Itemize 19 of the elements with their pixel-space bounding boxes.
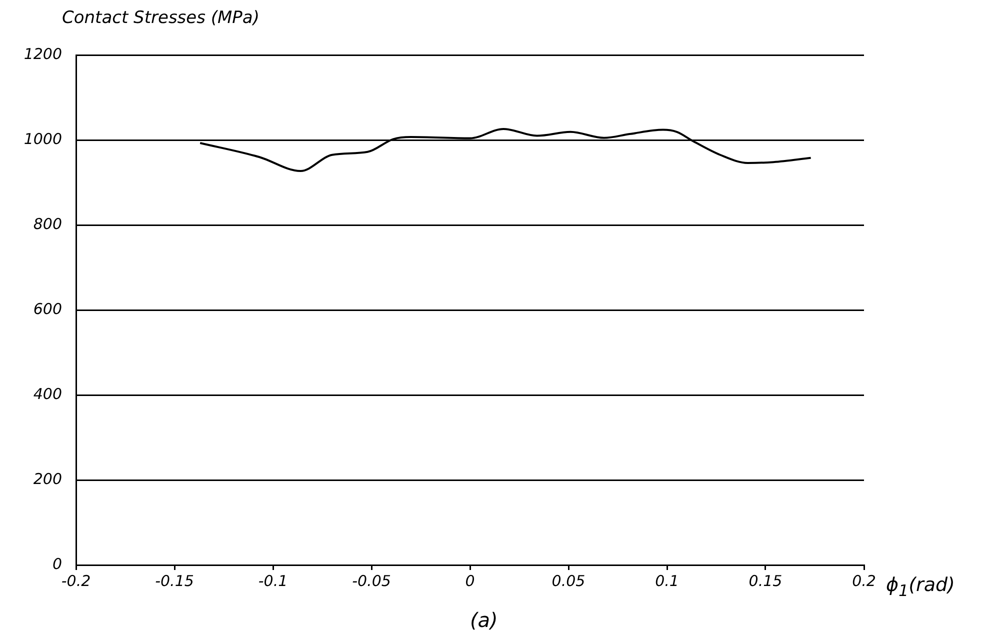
x-tick-label: 0: [465, 572, 475, 590]
y-tick-label: 400: [33, 384, 62, 403]
x-tick-label: -0.05: [352, 572, 391, 590]
x-tick-label: 0.2: [852, 572, 876, 590]
y-tick-label: 0: [52, 554, 62, 573]
x-tick-label: -0.1: [258, 572, 288, 590]
y-tick-label: 800: [33, 214, 62, 233]
x-tick-label: 0.15: [748, 572, 782, 590]
x-tick-label: -0.15: [155, 572, 194, 590]
x-axis-title: ϕ$_{1}$(rad): [886, 574, 955, 600]
y-tick-label: 1000: [24, 130, 62, 148]
y-tick-label: 600: [33, 300, 62, 318]
y-axis-title: Contact Stresses (MPa): [62, 8, 260, 28]
x-tick-label: 0.05: [552, 572, 586, 590]
x-tick-label: 0.1: [655, 572, 679, 590]
y-tick-label: 1200: [24, 44, 62, 63]
x-tick-label: -0.2: [61, 572, 91, 590]
y-tick-label: 200: [33, 470, 62, 488]
text: (a): [470, 608, 498, 632]
